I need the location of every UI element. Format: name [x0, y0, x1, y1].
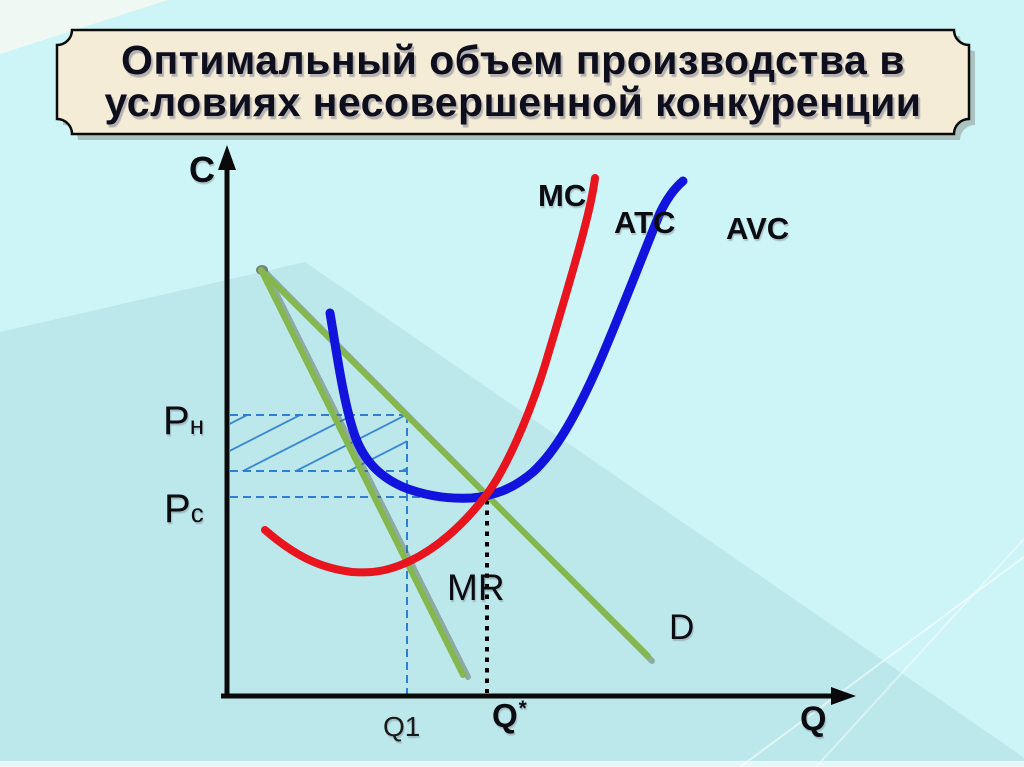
atc-curve	[325, 176, 688, 503]
y-axis-arrowhead	[218, 145, 236, 170]
background-hairline-1	[739, 556, 1024, 767]
competitive-price-main: P	[164, 487, 191, 531]
mc-curve-label: MC	[538, 178, 587, 213]
profit-area-hatch	[230, 415, 407, 471]
monopoly-price-label: Pн	[163, 401, 204, 441]
q-star-main: Q	[492, 697, 518, 734]
slide-title: Оптимальный объем производства в условия…	[57, 30, 969, 134]
y-axis-label: C	[189, 149, 215, 190]
atc-curve-label: ATC	[614, 205, 676, 240]
mr-curve-label: MR	[447, 567, 505, 608]
slide-title-line2: условиях несовершенной конкуренции	[104, 79, 922, 125]
optimal-quantity-label: Q*	[492, 697, 527, 734]
background-bottom-edge	[0, 761, 1024, 767]
x-axis-label: Q	[800, 700, 827, 738]
monopoly-price-sub: н	[189, 410, 205, 440]
competitive-price-label: Pс	[164, 489, 204, 529]
q1-quantity-label: Q1	[383, 711, 421, 742]
slide-title-line1: Оптимальный объем производства в	[121, 37, 905, 84]
mc-curve	[261, 174, 599, 577]
demand-line	[258, 267, 651, 659]
demand-curve-label: D	[669, 608, 695, 647]
mr-line-shadow	[263, 270, 471, 680]
banner-plaque	[55, 28, 971, 136]
q-star-sup: *	[518, 697, 527, 720]
background-corner-wedge	[0, 0, 168, 54]
x-axis-arrowhead	[831, 687, 856, 705]
background-hairline-2	[815, 538, 1024, 767]
mr-line	[258, 267, 466, 678]
monopoly-price-main: P	[163, 399, 190, 443]
avc-curve-label: AVC	[726, 211, 790, 246]
competitive-price-sub: с	[190, 498, 204, 528]
background-shade-band	[0, 262, 1024, 767]
